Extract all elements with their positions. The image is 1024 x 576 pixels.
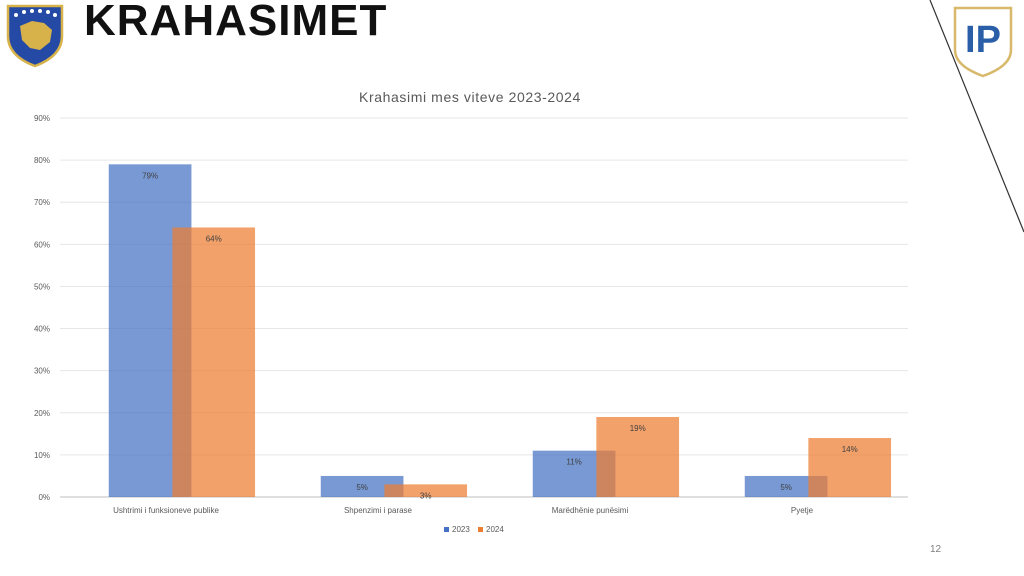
- decorative-diagonal-line: [929, 0, 1024, 233]
- legend-label: 2024: [486, 525, 504, 534]
- data-label: 19%: [630, 424, 646, 433]
- y-tick-label: 30%: [34, 367, 50, 376]
- data-label: 5%: [780, 483, 792, 492]
- legend-swatch: [478, 527, 483, 532]
- y-tick-label: 0%: [38, 493, 50, 502]
- bar-2023-3: [744, 475, 828, 497]
- legend-label: 2023: [452, 525, 470, 534]
- data-label: 3%: [420, 491, 432, 500]
- y-axis-ticks: 0% 10% 20% 30% 40% 50% 60% 70% 80% 90%: [34, 114, 50, 502]
- bar-2024-3: [808, 438, 892, 497]
- x-tick-label: Pyetje: [791, 506, 814, 515]
- data-label: 14%: [842, 445, 858, 454]
- bars: [108, 164, 892, 498]
- legend: 2023 2024: [444, 525, 504, 534]
- chart-title: Krahasimi mes viteve 2023-2024: [359, 89, 581, 105]
- bar-chart: Krahasimi mes viteve 2023-2024 0% 10% 20% 3…: [34, 89, 908, 534]
- data-label: 11%: [566, 458, 581, 467]
- ip-logo-text: IP: [965, 19, 1001, 61]
- y-tick-label: 70%: [34, 198, 50, 207]
- kosovo-emblem-icon: [6, 4, 64, 68]
- bar-2023-1: [320, 475, 404, 497]
- bar-2024-0: [172, 227, 256, 497]
- y-tick-label: 20%: [34, 409, 50, 418]
- x-axis-labels: Ushtrimi i funksioneve publike Shpenzimi …: [113, 506, 814, 515]
- x-tick-label: Ushtrimi i funksioneve publike: [113, 506, 219, 515]
- slide-title: KRAHASIMET: [84, 0, 388, 45]
- legend-swatch: [444, 527, 449, 532]
- y-tick-label: 90%: [34, 114, 50, 123]
- data-label: 64%: [206, 234, 222, 243]
- y-tick-label: 10%: [34, 451, 50, 460]
- ip-logo-icon: IP: [953, 6, 1013, 78]
- bar-2024-2: [596, 416, 680, 497]
- y-tick-label: 80%: [34, 156, 50, 165]
- data-labels: 79% 64% 5% 3% 11% 19% 5% 14%: [142, 171, 858, 500]
- data-label: 5%: [356, 483, 368, 492]
- y-tick-label: 60%: [34, 240, 50, 249]
- y-tick-label: 40%: [34, 325, 50, 334]
- data-label: 79%: [142, 171, 158, 180]
- x-tick-label: Shpenzimi i parase: [344, 506, 413, 515]
- x-tick-label: Marëdhënie punësimi: [552, 506, 629, 515]
- y-tick-label: 50%: [34, 282, 50, 291]
- bar-2024-1: [384, 484, 468, 497]
- page-number: 12: [930, 544, 942, 555]
